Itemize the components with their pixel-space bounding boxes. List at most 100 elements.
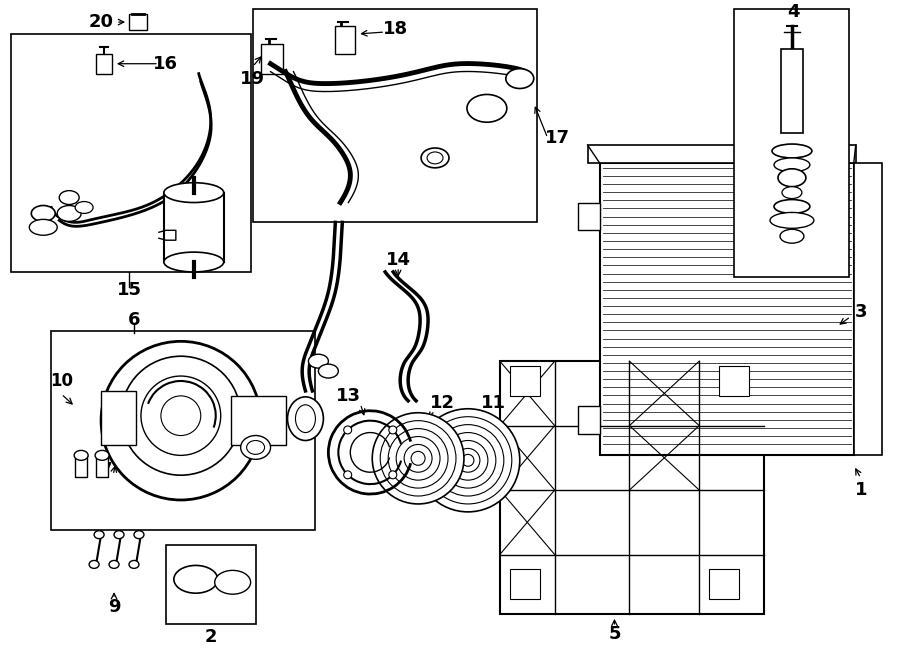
Ellipse shape — [380, 420, 456, 496]
Ellipse shape — [164, 182, 224, 202]
Text: 16: 16 — [153, 55, 178, 73]
Bar — [709, 569, 739, 599]
Text: 4: 4 — [788, 3, 800, 21]
Ellipse shape — [373, 412, 464, 504]
Bar — [101, 391, 136, 446]
Text: 15: 15 — [116, 281, 141, 299]
Bar — [599, 163, 854, 455]
Ellipse shape — [129, 561, 139, 568]
Bar — [164, 192, 224, 262]
Text: 6: 6 — [128, 311, 140, 329]
Ellipse shape — [76, 202, 93, 214]
Bar — [500, 361, 764, 614]
Text: 19: 19 — [240, 69, 266, 88]
Ellipse shape — [114, 531, 124, 539]
Ellipse shape — [467, 95, 507, 122]
Ellipse shape — [344, 471, 352, 479]
Text: 3: 3 — [854, 303, 867, 321]
Ellipse shape — [421, 148, 449, 168]
Ellipse shape — [247, 440, 265, 454]
Ellipse shape — [774, 200, 810, 214]
Bar — [96, 455, 108, 477]
Ellipse shape — [164, 252, 224, 272]
Bar — [588, 145, 856, 163]
Text: 13: 13 — [336, 387, 361, 405]
Ellipse shape — [404, 444, 432, 472]
Bar — [578, 406, 599, 434]
Bar — [509, 569, 540, 599]
Ellipse shape — [141, 376, 220, 455]
Text: 7: 7 — [100, 461, 112, 479]
Ellipse shape — [440, 432, 496, 488]
Bar — [166, 545, 256, 624]
Ellipse shape — [95, 450, 109, 460]
Ellipse shape — [215, 570, 250, 594]
Ellipse shape — [109, 561, 119, 568]
Ellipse shape — [456, 448, 480, 472]
Ellipse shape — [174, 565, 218, 593]
Text: 12: 12 — [429, 394, 454, 412]
Ellipse shape — [319, 364, 338, 378]
Ellipse shape — [94, 531, 104, 539]
Text: 18: 18 — [382, 20, 408, 38]
Ellipse shape — [778, 169, 806, 186]
Ellipse shape — [780, 229, 804, 243]
Ellipse shape — [287, 397, 323, 440]
Bar — [96, 54, 112, 73]
Ellipse shape — [309, 354, 328, 368]
Text: 10: 10 — [50, 372, 73, 390]
Ellipse shape — [770, 212, 814, 228]
Text: 9: 9 — [108, 598, 121, 616]
Bar — [336, 26, 356, 54]
Ellipse shape — [448, 440, 488, 480]
Ellipse shape — [506, 69, 534, 89]
Bar — [51, 331, 315, 529]
Bar — [253, 9, 536, 222]
Ellipse shape — [58, 206, 81, 221]
Ellipse shape — [411, 451, 425, 465]
Ellipse shape — [774, 158, 810, 172]
Bar — [781, 49, 803, 133]
Ellipse shape — [388, 428, 448, 488]
Text: 17: 17 — [545, 129, 571, 147]
Ellipse shape — [240, 436, 271, 459]
Text: 5: 5 — [608, 625, 621, 643]
Ellipse shape — [74, 450, 88, 460]
Ellipse shape — [134, 531, 144, 539]
Bar — [261, 44, 283, 73]
Text: 2: 2 — [204, 628, 217, 646]
Text: 1: 1 — [854, 481, 867, 499]
Ellipse shape — [462, 454, 474, 466]
Ellipse shape — [121, 356, 240, 475]
Bar — [719, 366, 749, 396]
Ellipse shape — [161, 396, 201, 436]
Text: 20: 20 — [88, 13, 113, 31]
Ellipse shape — [32, 206, 55, 221]
Ellipse shape — [772, 144, 812, 158]
Ellipse shape — [89, 561, 99, 568]
Bar — [578, 202, 599, 230]
Text: 14: 14 — [386, 251, 410, 269]
Ellipse shape — [295, 405, 315, 432]
Bar — [76, 455, 87, 477]
Bar — [12, 34, 250, 272]
Ellipse shape — [389, 471, 397, 479]
Ellipse shape — [396, 436, 440, 480]
Bar — [129, 14, 147, 30]
Bar — [854, 163, 882, 455]
Bar — [734, 9, 849, 277]
Ellipse shape — [59, 190, 79, 204]
Ellipse shape — [344, 426, 352, 434]
Ellipse shape — [782, 186, 802, 198]
Ellipse shape — [101, 341, 261, 500]
Ellipse shape — [428, 152, 443, 164]
Bar — [230, 396, 285, 446]
Bar — [509, 366, 540, 396]
Ellipse shape — [389, 426, 397, 434]
Ellipse shape — [30, 219, 58, 235]
Ellipse shape — [416, 408, 520, 512]
Text: 11: 11 — [482, 394, 507, 412]
Ellipse shape — [424, 416, 512, 504]
Ellipse shape — [432, 424, 504, 496]
Text: 8: 8 — [212, 466, 224, 485]
